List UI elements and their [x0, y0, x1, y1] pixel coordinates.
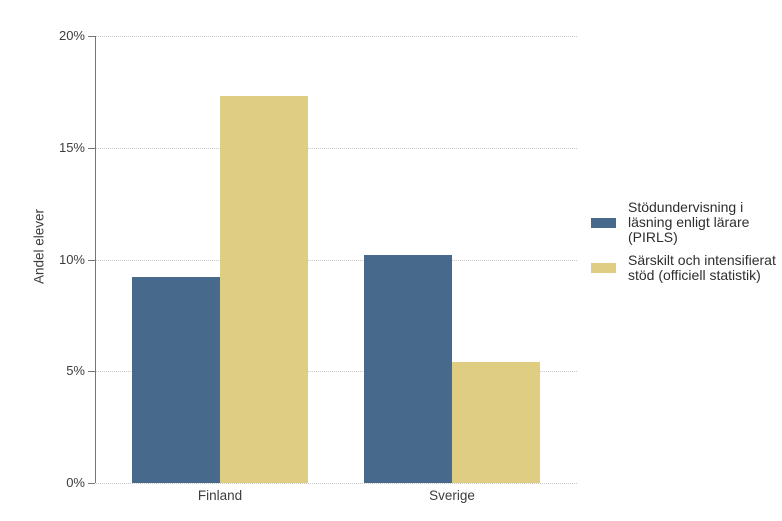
y-tick-label: 20% [58, 28, 85, 43]
gridline-10% [96, 260, 577, 261]
x-axis-label-finland: Finland [197, 488, 243, 503]
gridline-5% [96, 371, 577, 372]
y-tick-label: 10% [58, 252, 85, 267]
bar-sverige-series1 [364, 255, 452, 483]
y-tick-mark [88, 483, 95, 484]
gridline-20% [96, 36, 577, 37]
gridline-0% [96, 483, 577, 484]
legend-label-official: Särskilt och intensifierat stöd (officie… [628, 252, 776, 283]
legend-swatch-blue [591, 217, 616, 228]
legend-item-pirls: Stödundervisning i läsning enligt lärare… [591, 200, 778, 245]
y-tick-label: 5% [66, 363, 85, 378]
bar-sverige-series2 [452, 362, 540, 483]
y-tick-mark [88, 260, 95, 261]
y-tick-mark [88, 36, 95, 37]
legend-label-pirls: Stödundervisning i läsning enligt lärare… [628, 199, 750, 245]
y-tick-label: 0% [66, 475, 85, 490]
y-axis-line [95, 36, 96, 483]
legend-item-official: Särskilt och intensifierat stöd (officie… [591, 253, 778, 283]
gridline-15% [96, 148, 577, 149]
x-axis-label-sverige: Sverige [429, 488, 475, 503]
y-tick-label: 15% [58, 140, 85, 155]
legend: Stödundervisning i läsning enligt lärare… [591, 200, 778, 283]
y-axis-title: Andel elever [31, 208, 47, 285]
y-tick-mark [88, 371, 95, 372]
bar-finland-series1 [132, 277, 220, 483]
y-tick-mark [88, 148, 95, 149]
legend-swatch-yellow [591, 263, 616, 273]
bar-finland-series2 [220, 96, 308, 483]
